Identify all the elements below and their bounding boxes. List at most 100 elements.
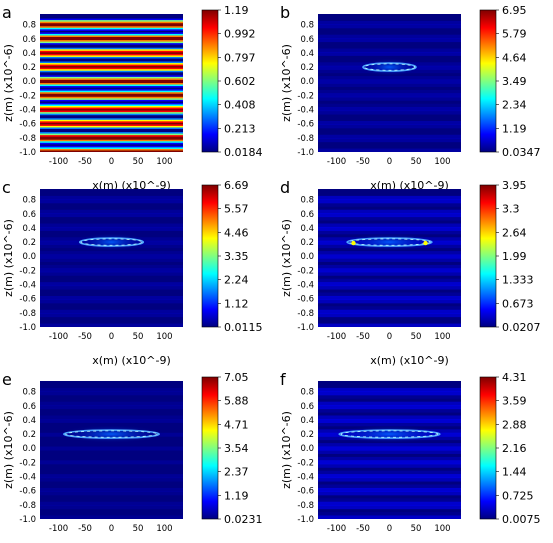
heatmap — [318, 14, 461, 152]
y-tick-label: -0.6 — [297, 295, 314, 305]
heatmap-stripe — [40, 75, 183, 78]
colorbar-tick-label: 1.333 — [502, 274, 534, 287]
y-tick-label: 0.6 — [300, 35, 314, 45]
heatmap-stripe — [40, 18, 183, 21]
heatmap-inner — [40, 381, 183, 519]
heatmap-stripe — [40, 60, 183, 63]
heatmap-band — [318, 463, 461, 468]
y-tick-label: 0.6 — [300, 402, 314, 412]
heatmap — [40, 14, 183, 152]
heatmap-stripe — [40, 95, 183, 98]
heatmap-band — [318, 282, 461, 287]
heatmap-stripe — [40, 106, 183, 109]
heatmap-stripe — [40, 83, 183, 86]
heatmap-band — [318, 408, 461, 413]
heatmap-band — [318, 446, 461, 451]
colorbar-tick-label: 6.95 — [502, 4, 527, 17]
heatmap-band — [318, 110, 461, 115]
heatmap-stripe — [40, 67, 183, 70]
y-tick-label: -0.6 — [19, 487, 36, 497]
colorbar-tick-label: 1.19 — [224, 4, 249, 17]
y-tick-label: 0.4 — [300, 49, 314, 59]
heatmap-stripe — [40, 63, 183, 66]
heatmap-stripe — [40, 61, 183, 64]
colorbar-tick-label: 5.79 — [502, 28, 527, 41]
y-tick-label: -0.8 — [19, 134, 36, 144]
x-tick-label: -100 — [49, 332, 68, 342]
heatmap-background — [40, 189, 183, 327]
y-tick-label: 0.2 — [300, 430, 314, 440]
y-axis-label: z(m) (x10^-6) — [2, 44, 15, 122]
y-tick-label: 0.8 — [22, 21, 36, 31]
heatmap-band — [318, 96, 461, 101]
heatmap-band — [40, 446, 183, 451]
x-tick-label: -50 — [78, 524, 92, 534]
heatmap-band — [40, 282, 183, 287]
y-tick-label: 0.4 — [300, 224, 314, 234]
heatmap-stripe — [40, 122, 183, 125]
heatmap-band — [318, 484, 461, 489]
colorbar-tick-label: 1.19 — [502, 122, 527, 135]
heatmap-band — [318, 48, 461, 53]
hotspot-ring — [362, 62, 417, 72]
y-tick-label: -0.4 — [297, 106, 314, 116]
heatmap-stripe — [40, 99, 183, 102]
heatmap-band — [318, 271, 461, 276]
heatmap-stripe — [40, 144, 183, 147]
x-axis-label: x(m) (x10^-9) — [92, 354, 171, 367]
heatmap-stripe — [40, 110, 183, 113]
heatmap-stripe — [40, 21, 183, 24]
heatmap-stripe — [40, 50, 183, 53]
y-tick-label: -1.0 — [297, 515, 314, 525]
x-tick-label: 100 — [156, 524, 172, 534]
y-tick-label: 0.0 — [22, 252, 36, 262]
colorbar-tick-label: 1.99 — [502, 250, 527, 263]
y-tick-label: -0.4 — [19, 473, 36, 483]
y-tick-label: 0.6 — [22, 210, 36, 220]
heatmap-stripe — [40, 102, 183, 105]
heatmap-band — [318, 202, 461, 207]
hotspot-edge-left — [351, 240, 356, 246]
heatmap-inner — [318, 189, 461, 327]
panel-f: f 0.8 0.6 0.4 0.2 0.0 -0.2 -0.4 -0.6 -0.8 -1.0 -100… — [280, 370, 541, 534]
hotspot-edge-right — [423, 240, 428, 246]
y-axis-label: z(m) (x10^-6) — [2, 411, 15, 489]
heatmap-band — [318, 505, 461, 510]
heatmap-stripe — [40, 118, 183, 121]
heatmap-stripe — [40, 55, 183, 58]
heatmap-stripe — [40, 44, 183, 47]
heatmap-band — [318, 443, 461, 448]
heatmap-band — [318, 24, 461, 29]
colorbar — [479, 184, 497, 328]
y-tick-label: -0.2 — [297, 458, 314, 468]
heatmap-stripe — [40, 113, 183, 116]
heatmap-band — [40, 226, 183, 231]
heatmap-stripe — [40, 93, 183, 96]
y-tick-label: -0.2 — [19, 91, 36, 101]
colorbar-tick-label: 4.46 — [224, 226, 249, 239]
colorbar-tick-label: 6.69 — [224, 179, 249, 192]
panel-label: b — [280, 3, 290, 22]
heatmap-band — [318, 418, 461, 423]
hotspot-glow — [75, 233, 148, 252]
y-tick-label: 0.4 — [300, 416, 314, 426]
heatmap-stripe — [40, 49, 183, 52]
heatmap-band — [318, 138, 461, 143]
heatmap-band — [40, 323, 183, 327]
y-tick-label: -1.0 — [19, 148, 36, 158]
colorbar-tick-label: 4.64 — [502, 51, 527, 64]
heatmap-band — [318, 195, 461, 200]
heatmap-band — [40, 405, 183, 410]
heatmap-stripe — [40, 23, 183, 26]
colorbar-tick-label: 0.992 — [224, 28, 256, 41]
colorbar-tick-label: 2.34 — [502, 99, 527, 112]
heatmap-stripe — [40, 47, 183, 50]
y-tick-label: -0.6 — [297, 487, 314, 497]
hotspot-ring — [338, 429, 441, 439]
x-tick-label: -50 — [356, 332, 370, 342]
colorbar-tick-label: 5.88 — [224, 395, 249, 408]
heatmap-band — [318, 391, 461, 396]
heatmap-stripe — [40, 64, 183, 67]
heatmap-band — [40, 299, 183, 304]
heatmap-stripe — [40, 89, 183, 92]
